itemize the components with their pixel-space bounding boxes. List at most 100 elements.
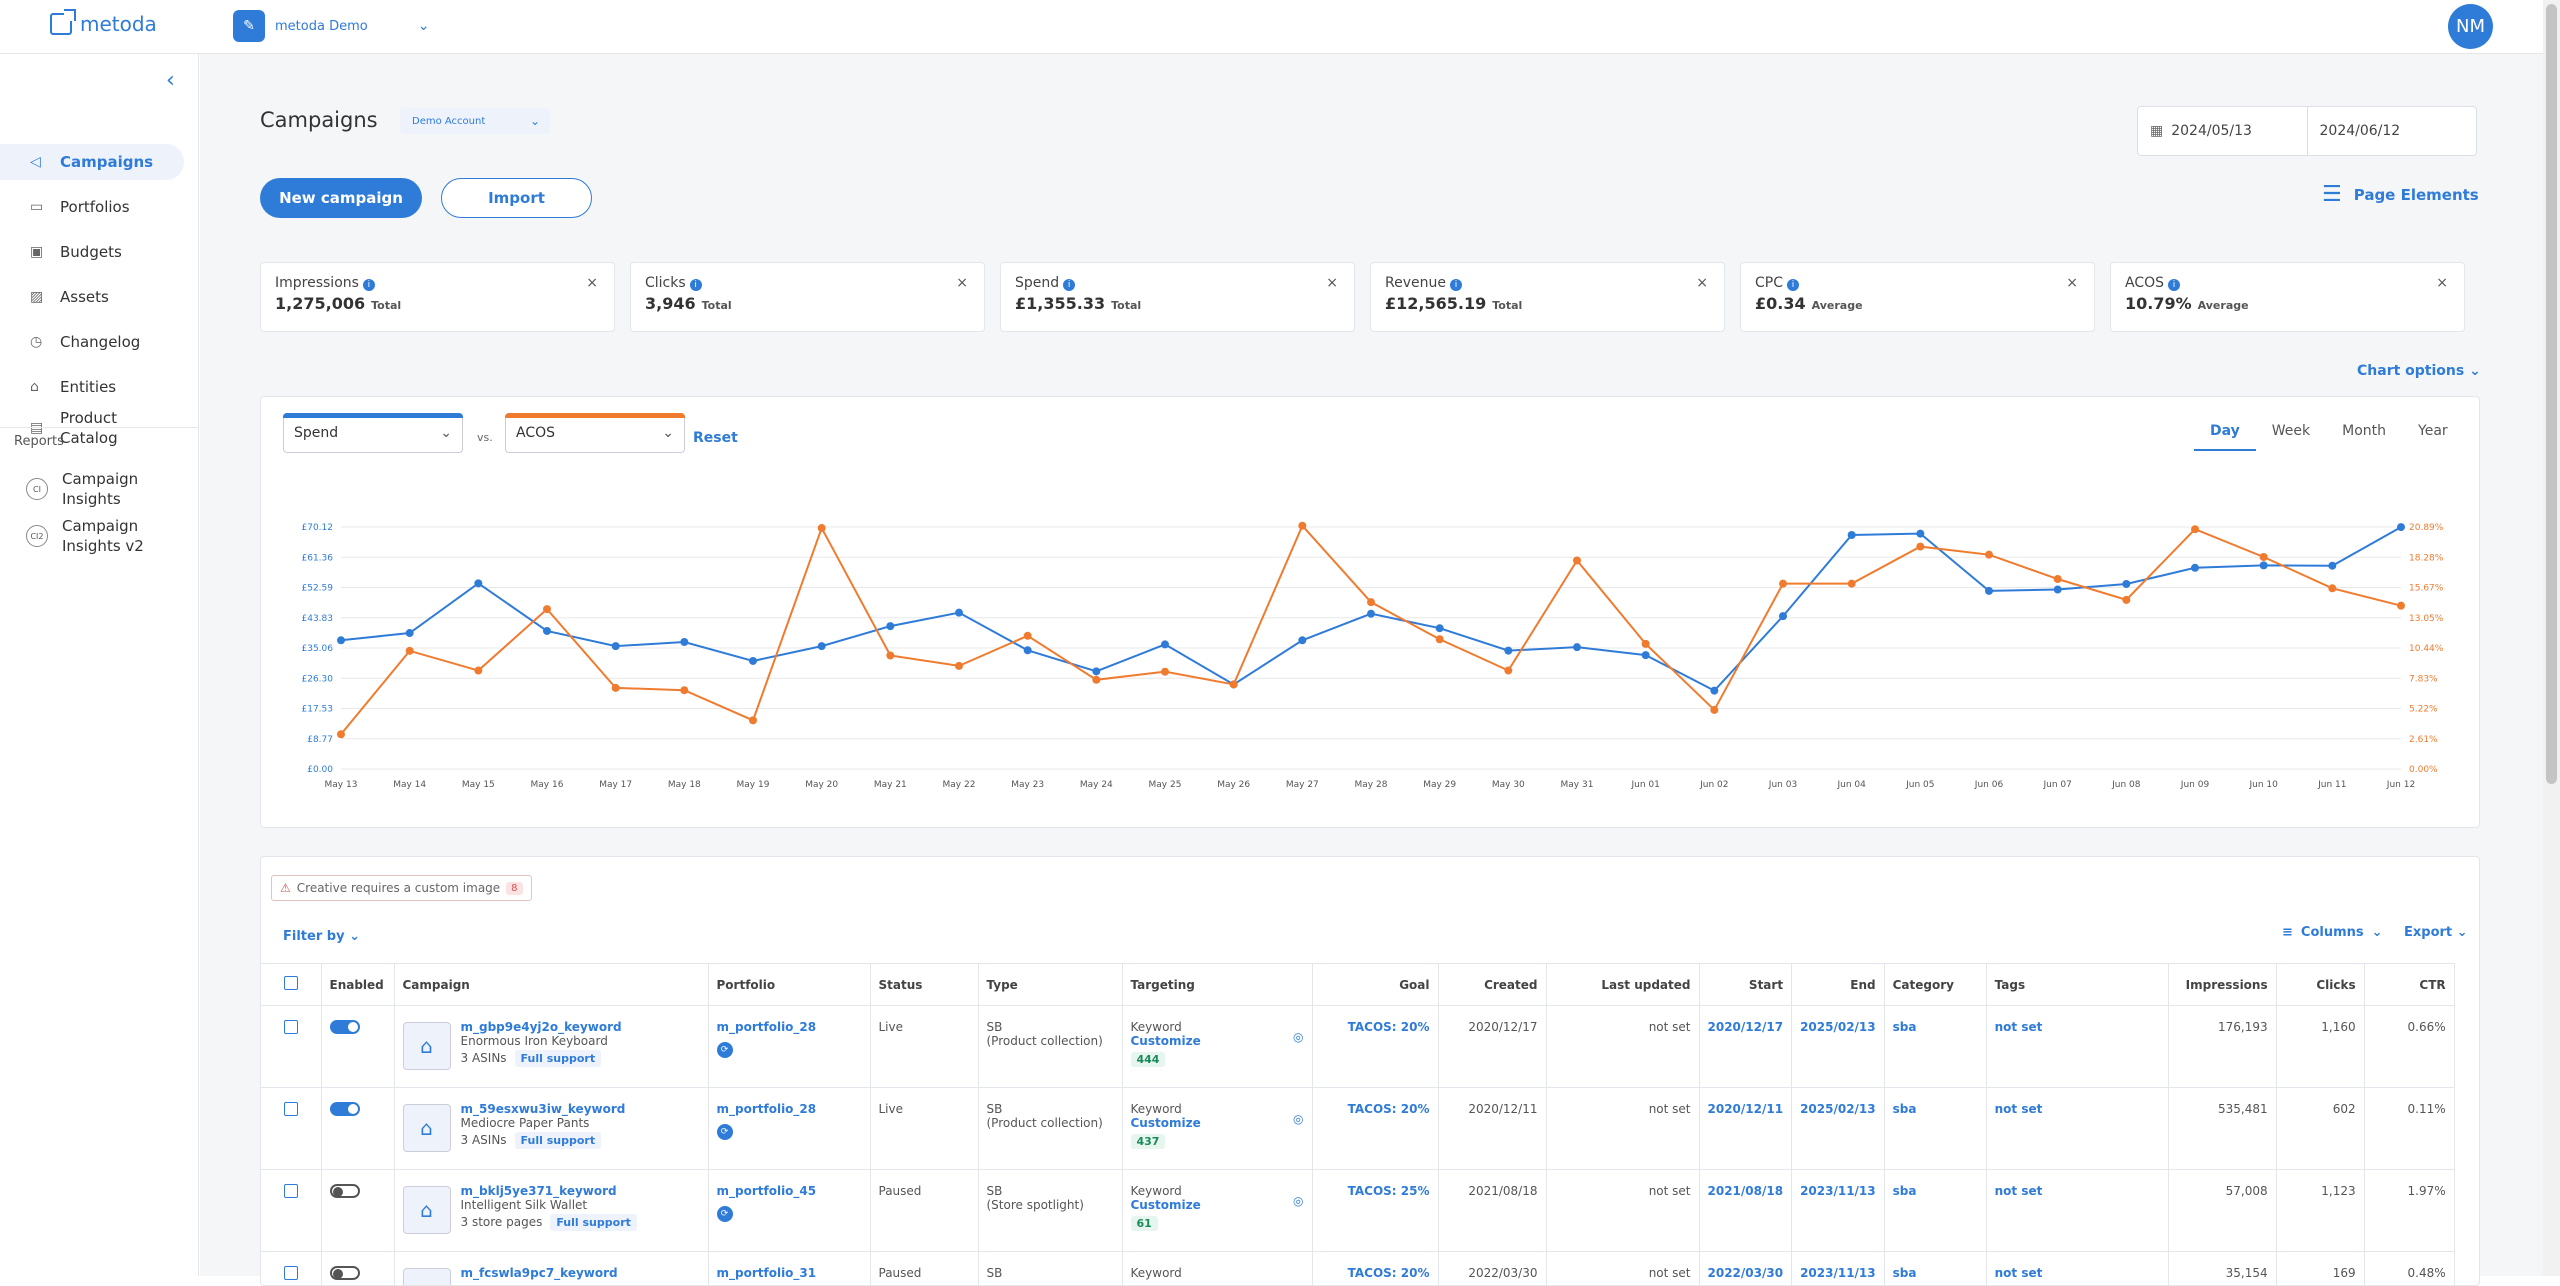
enabled-toggle[interactable] <box>330 1266 360 1280</box>
logo[interactable]: metoda <box>50 12 157 36</box>
column-header-targeting[interactable]: Targeting <box>1122 964 1312 1006</box>
target-icon[interactable]: ◎ <box>1293 1112 1303 1126</box>
start-date-link[interactable]: 2022/03/30 <box>1708 1266 1784 1280</box>
close-icon[interactable]: × <box>1696 275 1708 291</box>
select-all-checkbox[interactable] <box>284 976 298 990</box>
row-checkbox[interactable] <box>284 1102 298 1116</box>
row-checkbox[interactable] <box>284 1266 298 1280</box>
new-campaign-button[interactable]: New campaign <box>260 178 422 218</box>
sidebar-item-campaigns[interactable]: ◁Campaigns <box>0 144 184 180</box>
start-date-field[interactable]: ▦2024/05/13 <box>2138 107 2307 155</box>
row-checkbox[interactable] <box>284 1020 298 1034</box>
portfolio-icon[interactable]: ⟳ <box>717 1206 733 1222</box>
target-icon[interactable]: ◎ <box>1293 1030 1303 1044</box>
info-icon[interactable]: i <box>1063 279 1075 291</box>
collapse-sidebar-icon[interactable]: ‹ <box>166 68 175 93</box>
column-header-start[interactable]: Start <box>1699 964 1792 1006</box>
tags-link[interactable]: not set <box>1995 1266 2043 1280</box>
start-date-link[interactable]: 2020/12/17 <box>1708 1020 1784 1034</box>
portfolio-icon[interactable]: ⟳ <box>717 1124 733 1140</box>
close-icon[interactable]: × <box>2066 275 2078 291</box>
tags-link[interactable]: not set <box>1995 1102 2043 1116</box>
scrollbar-thumb[interactable] <box>2546 4 2557 784</box>
account-selector[interactable]: Demo Account⌄ <box>400 108 550 134</box>
end-date-field[interactable]: 2024/06/12 <box>2307 107 2477 155</box>
sidebar-item-portfolios[interactable]: ▭Portfolios <box>0 189 184 225</box>
import-button[interactable]: Import <box>441 178 592 218</box>
sidebar-item-entities[interactable]: ⌂Entities <box>0 369 184 405</box>
customize-link[interactable]: Customize <box>1131 1034 1304 1048</box>
chevron-down-icon[interactable]: ⌄ <box>418 18 430 34</box>
category-link[interactable]: sba <box>1893 1184 1917 1198</box>
sidebar-item-budgets[interactable]: ▣Budgets <box>0 234 184 270</box>
start-date-link[interactable]: 2021/08/18 <box>1708 1184 1784 1198</box>
workspace-selector[interactable]: ✎ metoda Demo ⌄ <box>233 10 429 42</box>
page-elements-button[interactable]: ☰Page Elements <box>2322 182 2479 207</box>
portfolio-link[interactable]: m_portfolio_31 <box>717 1266 862 1280</box>
column-header-created[interactable]: Created <box>1438 964 1546 1006</box>
column-header-impressions[interactable]: Impressions <box>2168 964 2276 1006</box>
close-icon[interactable]: × <box>2436 275 2448 291</box>
column-header-goal[interactable]: Goal <box>1312 964 1438 1006</box>
customize-link[interactable]: Customize <box>1131 1198 1304 1212</box>
column-header-campaign[interactable]: Campaign <box>394 964 708 1006</box>
column-header-ctr[interactable]: CTR <box>2364 964 2454 1006</box>
portfolio-link[interactable]: m_portfolio_28 <box>717 1020 862 1034</box>
column-header-last-updated[interactable]: Last updated <box>1546 964 1699 1006</box>
table-row[interactable]: ⌂m_fcswla9pc7_keywordm_portfolio_31⟳Paus… <box>261 1252 2454 1286</box>
info-icon[interactable]: i <box>1450 279 1462 291</box>
column-header-clicks[interactable]: Clicks <box>2276 964 2364 1006</box>
info-icon[interactable]: i <box>2168 279 2180 291</box>
column-header-tags[interactable]: Tags <box>1986 964 2168 1006</box>
column-header-portfolio[interactable]: Portfolio <box>708 964 870 1006</box>
portfolio-icon[interactable]: ⟳ <box>717 1042 733 1058</box>
info-icon[interactable]: i <box>690 279 702 291</box>
avatar[interactable]: NM <box>2448 4 2493 49</box>
goal-link[interactable]: TACOS: 20% <box>1348 1266 1430 1280</box>
goal-link[interactable]: TACOS: 25% <box>1348 1184 1430 1198</box>
export-button[interactable]: Export ⌄ <box>2404 925 2468 940</box>
goal-link[interactable]: TACOS: 20% <box>1348 1020 1430 1034</box>
column-header-type[interactable]: Type <box>978 964 1122 1006</box>
close-icon[interactable]: × <box>1326 275 1338 291</box>
portfolio-link[interactable]: m_portfolio_28 <box>717 1102 862 1116</box>
close-icon[interactable]: × <box>956 275 968 291</box>
tags-link[interactable]: not set <box>1995 1184 2043 1198</box>
enabled-toggle[interactable] <box>330 1184 360 1198</box>
category-link[interactable]: sba <box>1893 1102 1917 1116</box>
sidebar-item-changelog[interactable]: ◷Changelog <box>0 324 184 360</box>
column-header-category[interactable]: Category <box>1884 964 1986 1006</box>
target-icon[interactable]: ◎ <box>1293 1194 1303 1208</box>
end-date-link[interactable]: 2023/11/13 <box>1800 1266 1876 1280</box>
enabled-toggle[interactable] <box>330 1020 360 1034</box>
chart-options-button[interactable]: Chart options ⌄ <box>2357 363 2481 379</box>
customize-link[interactable]: Customize <box>1131 1116 1304 1130</box>
close-icon[interactable]: × <box>586 275 598 291</box>
column-header-end[interactable]: End <box>1792 964 1885 1006</box>
page-scrollbar[interactable] <box>2543 0 2560 1276</box>
end-date-link[interactable]: 2025/02/13 <box>1800 1102 1876 1116</box>
info-icon[interactable]: i <box>1787 279 1799 291</box>
column-header-enabled[interactable]: Enabled <box>321 964 394 1006</box>
sidebar-item-assets[interactable]: ▨Assets <box>0 279 184 315</box>
columns-button[interactable]: ≡Columns ⌄ <box>2282 925 2383 940</box>
end-date-link[interactable]: 2025/02/13 <box>1800 1020 1876 1034</box>
filter-by-button[interactable]: Filter by ⌄ <box>283 929 360 944</box>
date-range-picker[interactable]: ▦2024/05/13 2024/06/12 <box>2137 106 2477 156</box>
category-link[interactable]: sba <box>1893 1020 1917 1034</box>
enabled-toggle[interactable] <box>330 1102 360 1116</box>
category-link[interactable]: sba <box>1893 1266 1917 1280</box>
tags-link[interactable]: not set <box>1995 1020 2043 1034</box>
